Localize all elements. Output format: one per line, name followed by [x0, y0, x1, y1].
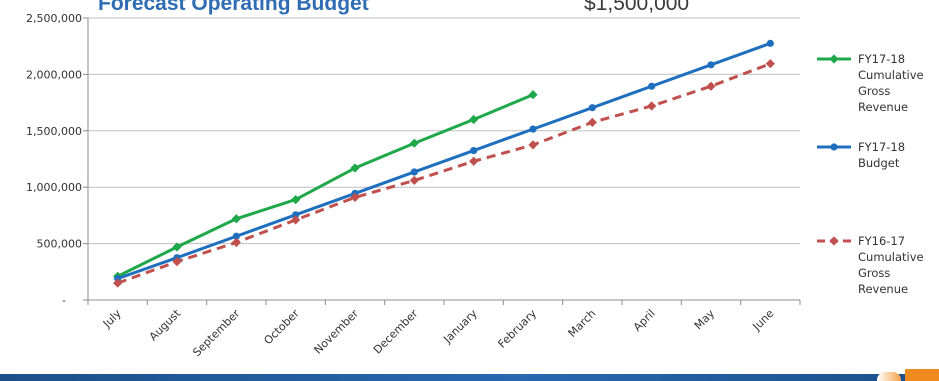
x-tick-label: June — [750, 307, 777, 334]
x-tick-label: November — [311, 307, 361, 357]
data-point — [648, 82, 656, 90]
data-point — [830, 143, 838, 151]
data-point — [647, 101, 657, 111]
data-point — [291, 215, 301, 225]
data-point — [829, 54, 839, 64]
x-tick-label: January — [440, 307, 480, 347]
data-point — [113, 278, 123, 288]
legend: FY17-18 Cumulative Gross Revenue FY17-18 Budg… — [817, 52, 924, 296]
x-tick-label: December — [371, 307, 421, 357]
x-tick-label: September — [190, 307, 243, 360]
data-point — [587, 117, 597, 127]
legend-label: Cumulative — [858, 250, 924, 264]
legend-entry-1: FY17-18 Budget — [817, 140, 905, 170]
logo-swoosh-icon — [877, 372, 901, 381]
legend-label: Revenue — [858, 100, 908, 114]
x-axis-tick-labels: July August September October November Decemb… — [100, 306, 777, 359]
legend-entry-2: FY16-17 Cumulative Gross Revenue — [817, 234, 924, 296]
data-point — [292, 211, 300, 219]
y-axis-tick-labels: - 500,000 1,000,000 1,500,000 2,000,000 2,500… — [26, 12, 82, 307]
page-title: Forecast Operating Budget — [98, 0, 369, 15]
data-point — [409, 138, 419, 148]
series-line — [117, 93, 534, 278]
legend-label: FY17-18 — [858, 52, 905, 66]
data-point — [291, 195, 301, 205]
data-point — [529, 125, 537, 133]
data-point — [528, 140, 538, 150]
data-point — [172, 257, 182, 267]
data-point — [350, 192, 360, 202]
data-point — [350, 163, 360, 173]
data-point — [829, 236, 839, 246]
series-line — [117, 41, 771, 280]
series-lines — [113, 39, 775, 288]
series-2 — [113, 59, 775, 288]
data-point — [231, 237, 241, 248]
footer-bar — [0, 374, 939, 381]
y-tick-label: 2,000,000 — [26, 68, 82, 81]
data-point — [707, 61, 715, 69]
x-tick-label: August — [147, 306, 184, 343]
legend-label: Gross — [858, 84, 890, 98]
data-point — [469, 114, 479, 125]
legend-label: Revenue — [858, 282, 908, 296]
data-point — [588, 104, 596, 112]
series-1 — [114, 39, 774, 283]
x-tick-label: October — [261, 307, 302, 348]
x-tick-label: July — [100, 307, 124, 331]
series-0 — [113, 90, 538, 281]
legend-label: FY16-17 — [858, 234, 905, 248]
x-tick-label: February — [495, 307, 539, 351]
y-tick-label: 2,500,000 — [26, 12, 82, 25]
data-point — [231, 214, 241, 224]
data-point — [172, 242, 182, 252]
legend-label: Cumulative — [858, 68, 924, 82]
x-tick-label: April — [631, 307, 658, 334]
legend-label: Budget — [858, 156, 900, 170]
legend-label: FY17-18 — [858, 140, 905, 154]
data-point — [766, 39, 774, 47]
data-point — [232, 232, 240, 240]
axes — [83, 17, 801, 305]
data-point — [706, 81, 716, 91]
y-tick-label: 1,500,000 — [26, 125, 82, 138]
legend-entry-0: FY17-18 Cumulative Gross Revenue — [817, 52, 924, 114]
budget-amount: $1,500,000 — [584, 0, 690, 15]
legend-label: Gross — [858, 266, 890, 280]
data-point — [765, 59, 775, 69]
y-tick-label: - — [62, 294, 66, 307]
data-point — [528, 90, 538, 100]
logo-box-icon — [905, 369, 939, 381]
data-point — [469, 156, 479, 166]
data-point — [470, 146, 478, 155]
x-tick-label: May — [692, 307, 718, 333]
series-line — [117, 62, 771, 285]
y-tick-label: 500,000 — [37, 238, 83, 251]
data-point — [409, 175, 419, 186]
x-tick-label: March — [566, 307, 599, 340]
y-tick-label: 1,000,000 — [26, 181, 82, 194]
data-point — [410, 168, 418, 176]
